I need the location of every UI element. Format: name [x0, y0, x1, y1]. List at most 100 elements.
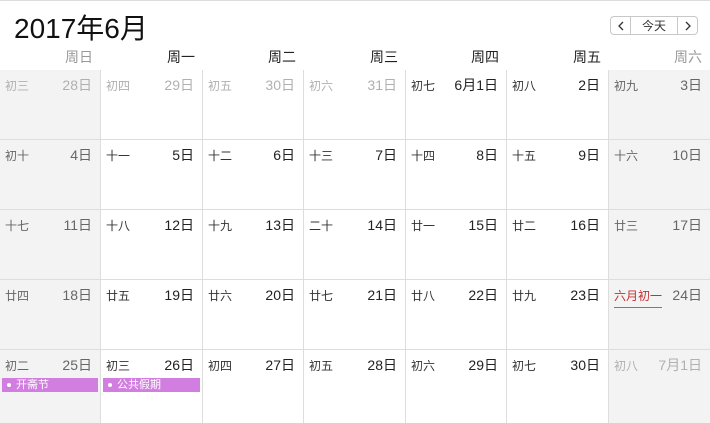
prev-button[interactable] — [611, 17, 631, 34]
day-cell[interactable]: 廿二 16日 — [507, 210, 609, 280]
day-cell[interactable]: 十一 5日 — [101, 140, 203, 210]
lunar-date: 廿四 — [5, 289, 30, 303]
lunar-date: 十二 — [208, 149, 233, 163]
lunar-date: 十一 — [106, 149, 131, 163]
lunar-date: 初六 — [309, 79, 334, 93]
day-cell[interactable]: 廿五 19日 — [101, 280, 203, 350]
day-cell[interactable]: 初二 25日开斋节 — [0, 350, 101, 423]
day-cell[interactable]: 十八 12日 — [101, 210, 203, 280]
day-number: 19日 — [164, 287, 194, 303]
lunar-date: 初八 — [614, 359, 639, 373]
event[interactable]: 公共假期 — [103, 378, 200, 392]
day-number: 30日 — [570, 357, 600, 373]
day-number: 11日 — [63, 217, 92, 233]
day-number: 30日 — [265, 77, 295, 93]
weekday-header: 周二 — [268, 49, 296, 65]
day-number: 6月1日 — [454, 77, 498, 93]
lunar-date: 初七 — [512, 359, 537, 373]
day-cell[interactable]: 廿三 17日 — [609, 210, 710, 280]
day-cell[interactable]: 十九 13日 — [203, 210, 304, 280]
day-cell[interactable]: 廿一 15日 — [406, 210, 507, 280]
month-title: 2017年6月 — [14, 13, 148, 44]
day-number: 20日 — [265, 287, 295, 303]
weekday-header: 周日 — [65, 49, 93, 65]
day-number: 3日 — [680, 77, 702, 93]
nav-buttons: 今天 — [610, 16, 698, 35]
day-cell[interactable]: 十五 9日 — [507, 140, 609, 210]
day-cell[interactable]: 初十 4日 — [0, 140, 101, 210]
lunar-date: 初二 — [5, 359, 30, 373]
day-cell[interactable]: 初九 3日 — [609, 70, 710, 140]
day-cell[interactable]: 廿八 22日 — [406, 280, 507, 350]
lunar-date: 十四 — [411, 149, 436, 163]
day-cell[interactable]: 二十 14日 — [304, 210, 406, 280]
lunar-date: 初八 — [512, 79, 537, 93]
weekday-header: 周四 — [471, 49, 499, 65]
day-cell[interactable]: 十三 7日 — [304, 140, 406, 210]
lunar-date: 廿七 — [309, 289, 334, 303]
day-number: 16日 — [570, 217, 600, 233]
day-number: 7月1日 — [658, 357, 702, 373]
next-button[interactable] — [678, 17, 697, 34]
lunar-date: 初三 — [5, 79, 30, 93]
day-number: 2日 — [578, 77, 600, 93]
day-cell[interactable]: 初七 30日 — [507, 350, 609, 423]
weekday-header: 周三 — [370, 49, 398, 65]
lunar-date: 十三 — [309, 149, 334, 163]
lunar-date: 初九 — [614, 79, 639, 93]
day-cell[interactable]: 初三 28日 — [0, 70, 101, 140]
day-cell[interactable]: 十二 6日 — [203, 140, 304, 210]
day-cell[interactable]: 初七 6月1日 — [406, 70, 507, 140]
lunar-date: 十七 — [5, 219, 30, 233]
lunar-date: 初四 — [106, 79, 131, 93]
weekday-header: 周六 — [674, 49, 702, 65]
day-cell[interactable]: 初八 7月1日 — [609, 350, 710, 423]
day-number: 25日 — [62, 357, 92, 373]
today-button[interactable]: 今天 — [631, 17, 678, 34]
day-cell[interactable]: 廿七 21日 — [304, 280, 406, 350]
lunar-date: 初三 — [106, 359, 131, 373]
day-number: 29日 — [164, 77, 194, 93]
day-cell[interactable]: 初四 29日 — [101, 70, 203, 140]
event[interactable]: 开斋节 — [2, 378, 98, 392]
day-number: 8日 — [476, 147, 498, 163]
day-number: 4日 — [70, 147, 92, 163]
lunar-date: 廿二 — [512, 219, 537, 233]
day-cell[interactable]: 初六 31日 — [304, 70, 406, 140]
lunar-date: 廿六 — [208, 289, 233, 303]
day-cell[interactable]: 初六 29日 — [406, 350, 507, 423]
day-cell[interactable]: 初四 27日 — [203, 350, 304, 423]
lunar-date: 初七 — [411, 79, 436, 93]
day-number: 26日 — [164, 357, 194, 373]
lunar-date: 廿五 — [106, 289, 131, 303]
day-number: 15日 — [468, 217, 498, 233]
day-number: 7日 — [375, 147, 397, 163]
lunar-date: 初五 — [208, 79, 233, 93]
day-cell[interactable]: 十四 8日 — [406, 140, 507, 210]
day-number: 22日 — [468, 287, 498, 303]
weekday-header: 周一 — [167, 49, 195, 65]
day-number: 12日 — [164, 217, 194, 233]
day-cell[interactable]: 十七 11日 — [0, 210, 101, 280]
day-cell[interactable]: 廿六 20日 — [203, 280, 304, 350]
lunar-date: 廿九 — [512, 289, 537, 303]
day-number: 27日 — [265, 357, 295, 373]
day-cell[interactable]: 初五 30日 — [203, 70, 304, 140]
day-cell[interactable]: 廿四 18日 — [0, 280, 101, 350]
day-cell[interactable]: 初八 2日 — [507, 70, 609, 140]
day-cell[interactable]: 十六 10日 — [609, 140, 710, 210]
day-cell[interactable]: 初三 26日公共假期 — [101, 350, 203, 423]
day-number: 6日 — [273, 147, 295, 163]
day-cell[interactable]: 廿九 23日 — [507, 280, 609, 350]
day-number: 29日 — [468, 357, 498, 373]
lunar-date: 十九 — [208, 219, 233, 233]
day-number: 31日 — [367, 77, 397, 93]
day-cell[interactable]: 六月初一 24日 — [609, 280, 710, 350]
day-number: 24日 — [672, 287, 702, 303]
lunar-date: 初六 — [411, 359, 436, 373]
day-number: 13日 — [265, 217, 295, 233]
lunar-date: 十八 — [106, 219, 131, 233]
day-number: 10日 — [672, 147, 702, 163]
day-number: 21日 — [367, 287, 397, 303]
day-cell[interactable]: 初五 28日 — [304, 350, 406, 423]
